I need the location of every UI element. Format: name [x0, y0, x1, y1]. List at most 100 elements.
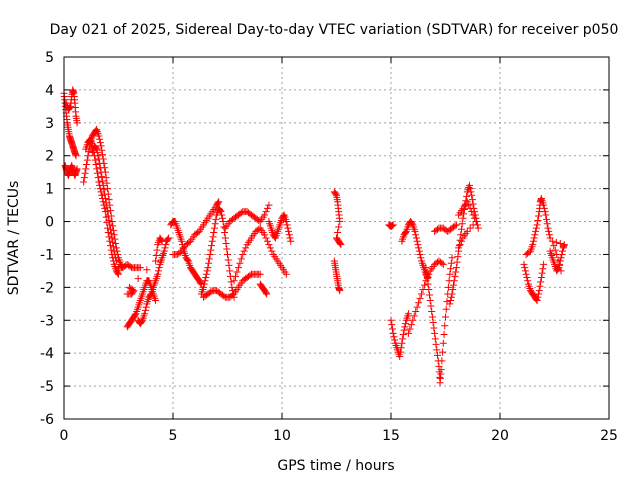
data-point	[533, 297, 541, 305]
y-tick-label: -5	[40, 379, 54, 395]
data-point	[255, 216, 263, 224]
series-arc-22	[387, 310, 412, 360]
data-point	[115, 270, 122, 278]
data-point	[266, 244, 274, 252]
data-point	[99, 177, 107, 185]
data-point	[221, 229, 229, 237]
data-point	[449, 281, 457, 289]
data-point	[72, 152, 80, 160]
data-point	[398, 339, 406, 347]
data-point	[465, 181, 473, 189]
data-point	[93, 148, 101, 156]
data-point	[456, 241, 464, 249]
data-point	[536, 282, 544, 290]
data-point	[545, 227, 553, 235]
data-point	[176, 248, 184, 256]
data-point	[535, 287, 543, 295]
data-point	[415, 247, 423, 255]
data-point	[558, 247, 566, 255]
y-axis-label: SDTVAR / TECUs	[6, 181, 22, 296]
y-tick-label: 0	[45, 215, 54, 231]
data-point	[468, 191, 476, 199]
data-point	[109, 243, 117, 251]
x-tick-label: 5	[169, 428, 178, 444]
data-point	[107, 225, 115, 233]
data-point	[92, 161, 100, 169]
data-point	[439, 260, 447, 268]
data-point	[141, 310, 149, 318]
data-point	[228, 283, 236, 291]
series-arc-11	[167, 218, 205, 288]
data-point	[200, 280, 208, 288]
data-point	[388, 325, 396, 333]
data-point	[109, 238, 117, 246]
data-point	[418, 290, 426, 298]
data-point	[391, 336, 399, 344]
data-point	[459, 234, 467, 242]
data-point	[389, 329, 397, 337]
data-point	[107, 207, 115, 215]
y-tick-label: 2	[45, 149, 54, 165]
data-point	[224, 250, 231, 258]
data-point	[103, 179, 111, 187]
data-point	[455, 244, 463, 252]
data-point	[466, 204, 474, 212]
data-point	[214, 199, 222, 207]
data-point	[104, 185, 112, 193]
data-point	[454, 253, 462, 261]
data-point	[239, 250, 247, 258]
data-point	[95, 132, 103, 140]
data-point	[161, 244, 169, 252]
data-point	[108, 234, 116, 242]
data-point	[217, 208, 225, 216]
data-point	[451, 222, 459, 230]
data-point	[428, 307, 436, 315]
data-point	[106, 221, 114, 229]
data-point	[134, 275, 142, 283]
data-point	[221, 234, 229, 242]
data-point	[95, 155, 103, 163]
data-point	[466, 185, 474, 193]
data-point	[452, 221, 460, 229]
data-point	[219, 218, 227, 226]
data-point	[284, 224, 292, 232]
data-point	[447, 293, 455, 301]
data-point	[430, 324, 438, 332]
data-point	[533, 221, 541, 229]
data-point	[407, 321, 415, 329]
data-point	[417, 254, 425, 262]
data-point	[545, 231, 553, 239]
data-point	[103, 203, 111, 211]
data-point	[431, 329, 439, 337]
data-point	[554, 256, 562, 264]
data-point	[263, 237, 271, 245]
data-point	[246, 271, 254, 279]
data-point	[474, 224, 482, 232]
data-point	[285, 231, 293, 239]
series-arc-16	[221, 201, 273, 232]
data-point	[449, 286, 457, 294]
data-point	[535, 212, 543, 220]
data-point	[412, 234, 420, 242]
data-point	[240, 247, 248, 255]
data-point	[218, 214, 226, 222]
data-point	[401, 323, 409, 331]
data-point	[537, 273, 545, 281]
data-point	[91, 156, 99, 164]
data-point	[230, 277, 238, 285]
data-point	[438, 357, 446, 365]
data-point	[229, 291, 237, 299]
data-point	[178, 237, 186, 245]
x-tick-label: 25	[600, 428, 618, 444]
y-tick-label: 4	[45, 83, 54, 99]
data-point	[468, 208, 476, 216]
data-point	[560, 241, 568, 249]
data-point	[532, 224, 540, 232]
data-point	[96, 185, 104, 193]
data-point	[265, 201, 273, 209]
data-point	[98, 146, 106, 154]
data-point	[114, 269, 122, 277]
data-point	[466, 224, 474, 232]
data-point	[211, 220, 219, 228]
data-point	[218, 211, 226, 219]
